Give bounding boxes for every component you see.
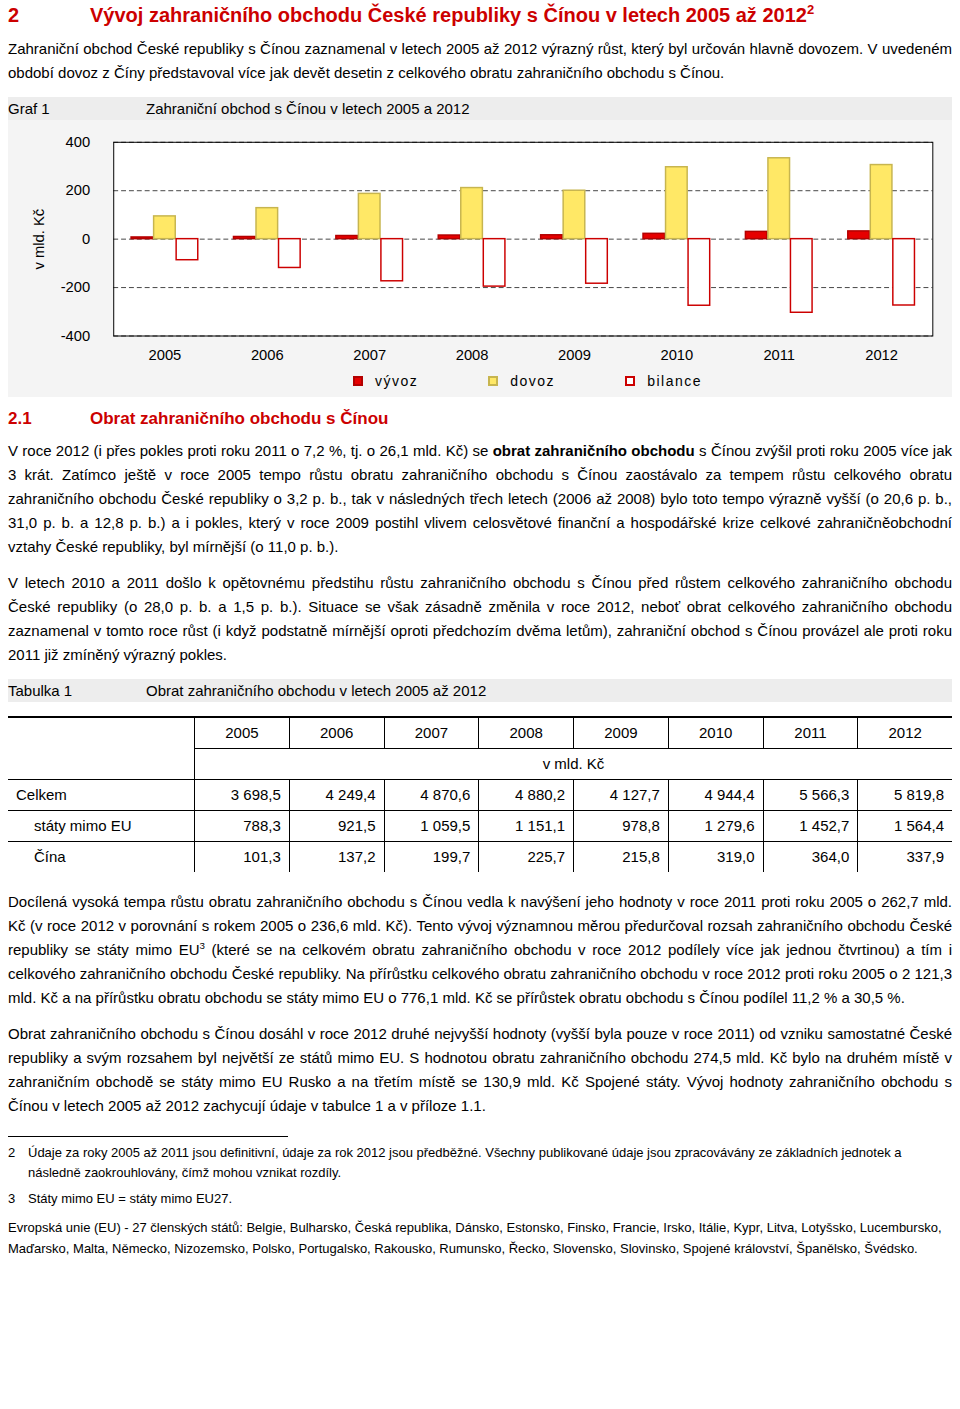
html-text:1 059,5: 1 059,5 (420, 817, 471, 835)
html-text:319,0: 319,0 (717, 848, 755, 866)
html-text:199,7: 199,7 (432, 848, 471, 866)
html-text:364,0: 364,0 (811, 848, 850, 866)
html-text:Zahraniční obchod České republ: Zahraniční obchod České republiky s Číno… (8, 40, 952, 81)
svg-text:0: 0 (82, 231, 90, 247)
svg-text:2007: 2007 (353, 347, 386, 363)
html-text:1 564,4: 1 564,4 (894, 817, 944, 835)
html-text:Vývoj zahraničního obchodu Čes: Vývoj zahraničního obchodu České republi… (90, 4, 807, 26)
html-text:2010: 2010 (699, 724, 733, 742)
html-text:921,5: 921,5 (338, 817, 376, 835)
html-text:2005: 2005 (225, 724, 259, 742)
html-text:3 698,5: 3 698,5 (230, 786, 281, 804)
html-text:1 452,7: 1 452,7 (799, 817, 850, 835)
html-text:1 151,1: 1 151,1 (515, 817, 566, 835)
html-text:2.1: 2.1 (8, 408, 32, 428)
html-text:V roce 2012 (i přes pokles pro: V roce 2012 (i přes pokles proti roku 20… (8, 441, 952, 555)
svg-text:2005: 2005 (149, 347, 182, 363)
html-text:2009: 2009 (604, 724, 638, 742)
html-text:Zahraniční obchod s Čínou v le: Zahraniční obchod s Čínou v letech 2005 … (146, 100, 470, 117)
html-text:137,2: 137,2 (338, 848, 376, 866)
svg-text:2008: 2008 (456, 347, 489, 363)
html-text:Obrat zahraničního obchodu s Č: Obrat zahraničního obchodu s Čínou dosáh… (8, 1024, 952, 1114)
html-text:3: 3 (8, 1190, 16, 1206)
html-text:978,8: 978,8 (622, 817, 660, 835)
html-text:V letech 2010 a 2011 došlo k o: V letech 2010 a 2011 došlo k opětovnému … (8, 573, 952, 663)
html-text:1 279,6: 1 279,6 (704, 817, 755, 835)
html-text:Státy mimo EU = státy mimo EU2: Státy mimo EU = státy mimo EU27. (28, 1190, 233, 1206)
svg-text:2006: 2006 (251, 347, 284, 363)
html-text:5 566,3: 5 566,3 (799, 786, 850, 804)
html-text:Docílená vysoká tempa růstu ob: Docílená vysoká tempa růstu obratu zahra… (8, 892, 952, 1006)
html-text:215,8: 215,8 (622, 848, 660, 866)
html-text:dovoz: dovoz (510, 372, 556, 389)
html-text:2007: 2007 (414, 724, 449, 742)
html-text:4 127,7: 4 127,7 (609, 786, 660, 804)
svg-text:-200: -200 (61, 279, 91, 295)
html-text:4 249,4: 4 249,4 (325, 786, 376, 804)
html-text:Tabulka 1: Tabulka 1 (8, 681, 73, 699)
html-text:2011: 2011 (794, 724, 827, 742)
html-text:Obrat zahraničního obchodu s Č: Obrat zahraničního obchodu s Čínou (90, 408, 389, 428)
html-text:Celkem: Celkem (16, 786, 67, 804)
html-text:Graf 1: Graf 1 (8, 100, 50, 117)
html-text:788,3: 788,3 (243, 817, 281, 835)
html-text:Čína: Čína (34, 848, 66, 866)
html-text:2: 2 (8, 1144, 16, 1160)
html-text:bilance: bilance (647, 372, 702, 389)
svg-text:-400: -400 (61, 328, 91, 344)
html-text:v mld. Kč: v mld. Kč (542, 755, 605, 773)
html-text:Údaje za roky 2005 až 2011 jso: Údaje za roky 2005 až 2011 jsou definiti… (28, 1144, 902, 1180)
html-text:2006: 2006 (320, 724, 354, 742)
html-text:2: 2 (8, 4, 20, 26)
svg-text:2010: 2010 (660, 347, 693, 363)
html-text:225,7: 225,7 (527, 848, 566, 866)
html-text:Obrat zahraničního obchodu v l: Obrat zahraničního obchodu v letech 2005… (146, 681, 487, 699)
html-text:2012: 2012 (888, 724, 922, 742)
svg-text:200: 200 (66, 182, 91, 198)
svg-text:400: 400 (66, 134, 91, 150)
html-text:4 880,2: 4 880,2 (515, 786, 566, 804)
svg-text:2012: 2012 (865, 347, 898, 363)
svg-text:v mld. Kč: v mld. Kč (31, 209, 47, 270)
html-text:vývoz: vývoz (375, 372, 419, 389)
html-text:337,9: 337,9 (906, 848, 944, 866)
html-text:Evropská unie (EU) - 27 člensk: Evropská unie (EU) - 27 členských států:… (8, 1219, 942, 1256)
svg-text:2011: 2011 (763, 347, 795, 363)
svg-text:2009: 2009 (558, 347, 591, 363)
html-text:2: 2 (806, 2, 815, 18)
html-text:5 819,8: 5 819,8 (894, 786, 944, 804)
html-text:101,3: 101,3 (243, 848, 281, 866)
html-text:státy mimo EU: státy mimo EU (34, 817, 132, 835)
html-text:4 944,4: 4 944,4 (704, 786, 755, 804)
html-text:4 870,6: 4 870,6 (420, 786, 471, 804)
html-text:2008: 2008 (509, 724, 543, 742)
